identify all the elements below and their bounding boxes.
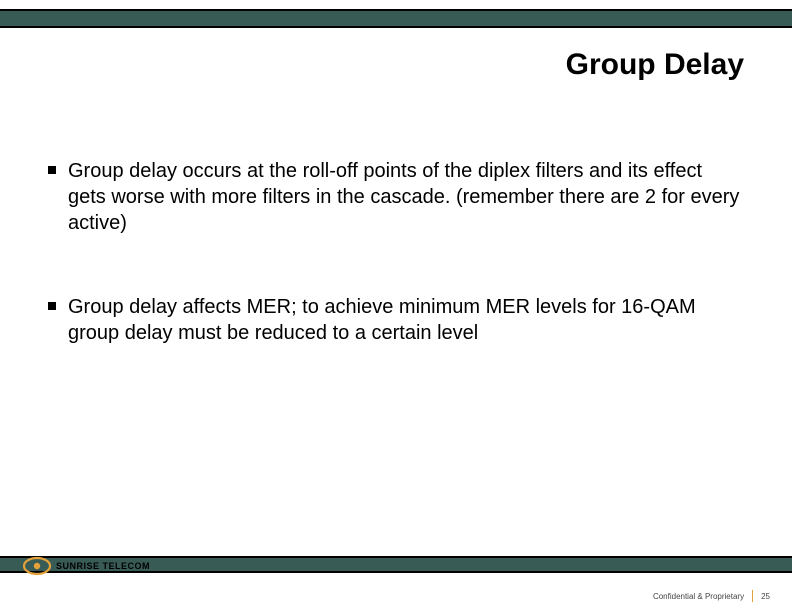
footer-page-number: 25 — [761, 592, 770, 601]
bullet-item: Group delay affects MER; to achieve mini… — [48, 294, 744, 346]
footer: Confidential & Proprietary 25 — [653, 590, 770, 602]
bullet-text: Group delay affects MER; to achieve mini… — [68, 296, 696, 344]
footer-confidential: Confidential & Proprietary — [653, 592, 744, 601]
bullet-text: Group delay occurs at the roll-off point… — [68, 160, 739, 234]
top-band — [0, 9, 792, 28]
footer-separator — [752, 590, 753, 602]
content-area: Group delay occurs at the roll-off point… — [48, 158, 744, 404]
page-title: Group Delay — [566, 48, 744, 82]
bullet-item: Group delay occurs at the roll-off point… — [48, 158, 744, 236]
logo-text: SUNRISE TELECOM — [56, 561, 150, 571]
logo-icon — [22, 555, 52, 577]
logo: SUNRISE TELECOM — [22, 555, 150, 577]
